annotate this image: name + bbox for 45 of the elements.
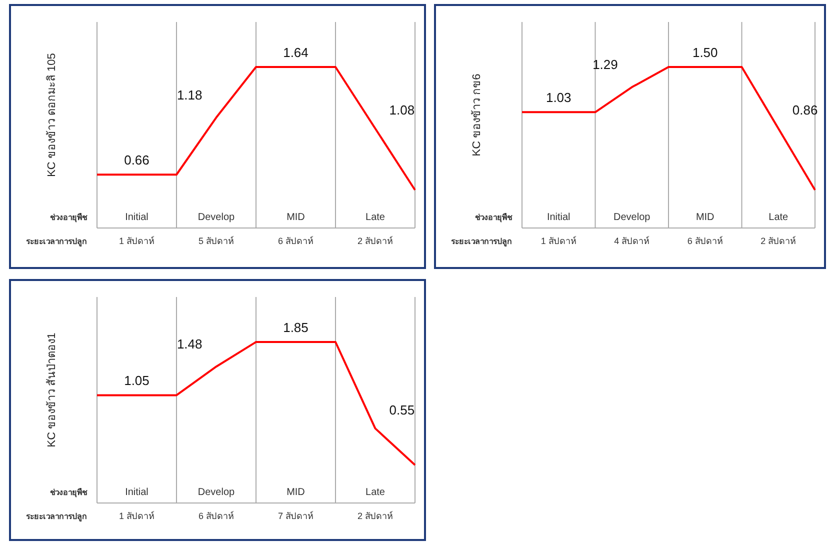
text: 6 สัปดาห์ [278,235,314,246]
data-label: 1.05 [124,373,150,388]
x-tick-label: Late [768,212,789,223]
text: ช่วงอายุพืช [50,487,88,498]
data-label: 1.29 [592,57,618,72]
text: 4 สัปดาห์ [614,235,650,246]
data-label: 1.18 [176,88,202,103]
text: ระยะเวลาการปลูก [26,237,87,247]
text: 1 สัปดาห์ [540,235,576,246]
text: 6 สัปดาห์ [687,235,723,246]
x-tick-label: MID [286,487,305,498]
x-tick-label: Late [366,487,386,498]
y-axis-title: KC ของข้าว สันป่าตอง1 [46,332,58,448]
data-label: 1.64 [283,45,308,60]
x-tick-label: MID [696,212,714,223]
data-label: 1.50 [692,45,718,60]
text: 2 สัปดาห์ [357,235,394,246]
x-tick-label: Initial [125,487,148,498]
x-tick-label: Late [366,212,386,223]
text: ช่วงอายุพืช [50,212,88,223]
data-label: 1.48 [176,336,202,352]
x-tick-label: MID [286,212,305,223]
x-tick-label: Develop [198,212,236,223]
text: ระยะเวลาการปลูก [26,512,87,522]
x-tick-label: Develop [198,487,236,498]
text: 2 สัปดาห์ [357,510,394,521]
data-label: 1.03 [546,90,572,106]
y-axis-title: KC ของข้าว กข6 [471,74,483,156]
text: ระยะเวลาการปลูก [451,237,512,247]
text: 1 สัปดาห์ [118,510,155,521]
text: 7 สัปดาห์ [278,510,314,521]
x-tick-label: Develop [614,212,651,223]
text: ช่วงอายุพืช [475,212,513,223]
data-label: 0.66 [124,152,150,168]
y-axis-title: KC ของข้าว ดอกมะลิ 105 [46,53,58,177]
text: 6 สัปดาห์ [198,510,234,521]
data-label: 1.08 [389,102,415,118]
x-tick-label: Initial [546,212,570,223]
text: 1 สัปดาห์ [118,235,155,246]
x-tick-label: Initial [125,212,148,223]
text: 5 สัปดาห์ [198,235,234,246]
data-label: 0.86 [792,102,818,118]
data-label: 1.85 [283,320,308,335]
data-label: 0.55 [389,402,415,418]
text: 2 สัปดาห์ [760,235,796,246]
